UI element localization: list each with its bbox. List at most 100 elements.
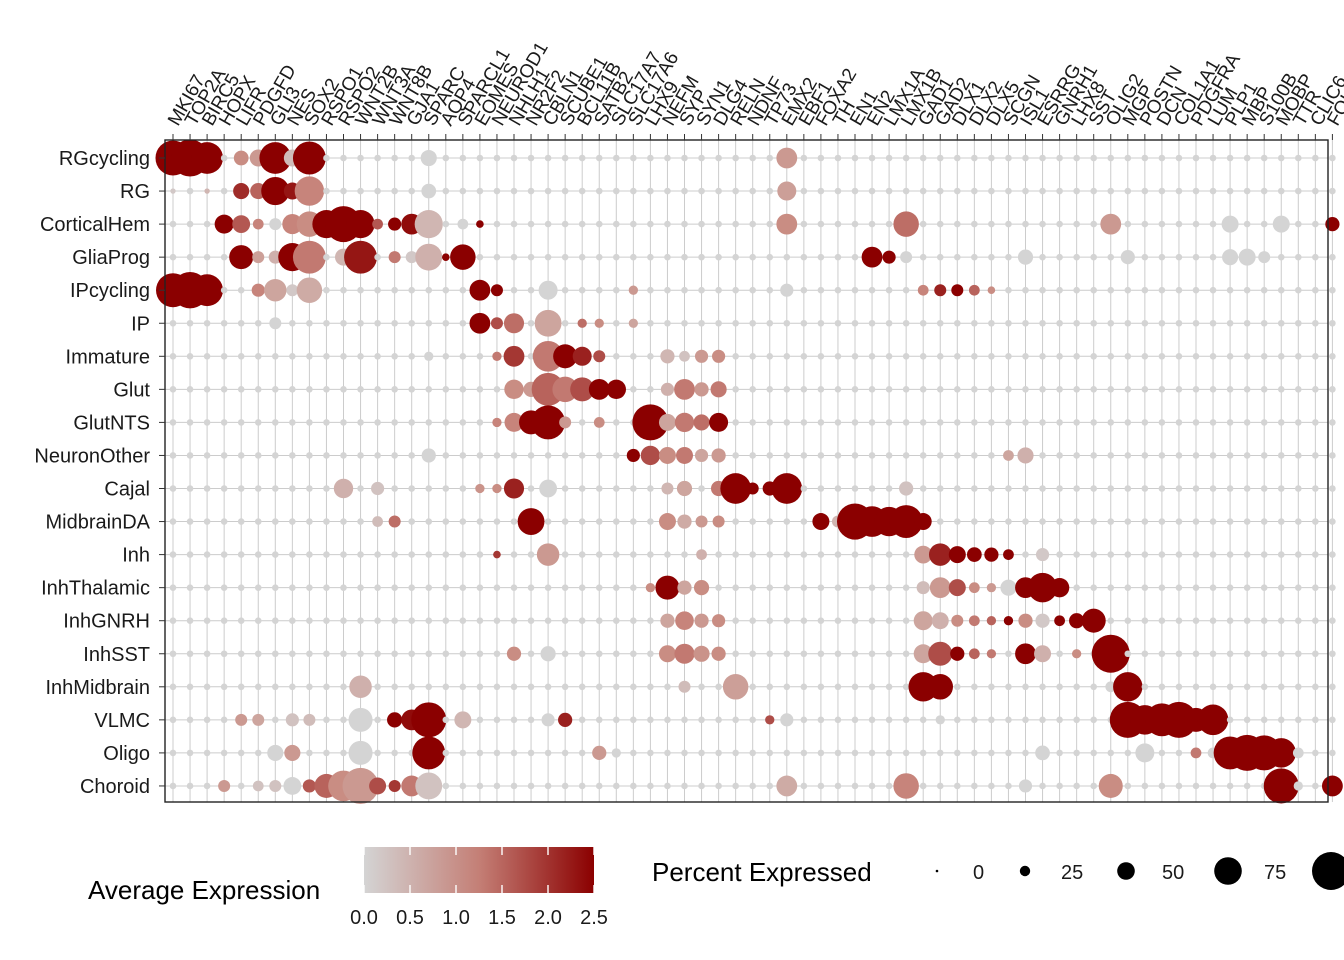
dot-InhMidbrain-SST: [1090, 683, 1097, 691]
dot-Cajal-SLC17A6: [630, 485, 637, 492]
dot-Inh-DLG4: [715, 551, 722, 558]
dot-RG-GLI3: [261, 176, 290, 206]
size-key-label-0: 0: [973, 862, 984, 884]
dot-GliaProg-NR2F2: [527, 253, 535, 261]
dot-InhSST-OLIG2: [1091, 634, 1130, 673]
dot-GlutNTS-BCL11B: [578, 419, 586, 426]
dot-NeuronOther-WNT2B: [357, 452, 364, 459]
dot-Choroid-OLIG2: [1098, 773, 1123, 798]
dot-InhMidbrain-MGP: [1113, 672, 1143, 702]
dot-MidbrainDA-MOBP: [1277, 518, 1285, 525]
dot-MidbrainDA-MKI67: [169, 518, 177, 525]
dot-Cajal-GJA1: [408, 485, 415, 492]
dot-NeuronOther-OLIG2: [1107, 452, 1115, 459]
dot-Cajal-SPARCL1: [459, 485, 467, 492]
dot-Cajal-NHLH1: [503, 478, 525, 499]
dot-RG-HOPX: [220, 187, 228, 195]
dot-IPcycling-NES: [286, 284, 299, 297]
dot-Immature-FOXA2: [817, 353, 825, 360]
dot-Immature-NES: [289, 353, 296, 360]
dot-Oligo-LMX1A: [885, 749, 893, 757]
dot-NeuronOther-RSPO1: [323, 452, 330, 459]
dot-MidbrainDA-GNRH1: [1056, 518, 1063, 525]
dot-CorticalHem-OLIG2: [1100, 213, 1122, 235]
dot-Immature-EBF1: [800, 353, 808, 360]
dot-IPcycling-HOPX: [220, 286, 228, 294]
dot-NeuronOther-LMX1A: [885, 452, 893, 459]
dot-InhMidbrain-PDGFD: [254, 683, 262, 691]
dot-VLMC-CBLN1: [541, 713, 555, 727]
y-label-Choroid: Choroid: [80, 776, 150, 798]
dot-IP-MGP: [1124, 319, 1132, 327]
color-tick-label-0: 0.0: [350, 907, 378, 929]
dot-Choroid-DLG4: [715, 782, 722, 790]
dot-IP-LHX8: [1073, 319, 1080, 327]
dot-RG-NEFM: [664, 187, 671, 195]
dot-InhSST-GAD2: [928, 641, 953, 666]
dot-VLMC-EBF1: [800, 716, 808, 724]
dot-IP-NEFM: [664, 319, 671, 327]
dot-InhGNRH-WNT8B: [391, 617, 398, 624]
dot-Cajal-SATB2: [595, 485, 603, 492]
dot-VLMC-LMX1A: [885, 716, 893, 724]
dot-RGcycling-LHX9: [647, 154, 654, 162]
dot-MidbrainDA-ESRRG: [1039, 518, 1046, 525]
dot-Glut-SATB2: [588, 378, 610, 400]
dot-IP-TOP2A: [186, 319, 194, 327]
dot-Choroid-TP73: [766, 782, 774, 790]
dot-VLMC-DLG4: [715, 716, 722, 724]
dot-IPcycling-SPARCL1: [459, 286, 467, 294]
dot-Oligo-MKI67: [169, 749, 177, 757]
dot-InhSST-NR2F2: [527, 650, 535, 658]
dot-Inh-SOX2: [306, 551, 313, 558]
dot-IP-DLG4: [715, 319, 722, 327]
dot-InhGNRH-S100B: [1260, 617, 1268, 624]
dot-IPcycling-SCGN: [1005, 286, 1012, 294]
dot-GliaProg-SPARC: [415, 243, 443, 271]
color-tick-label-4: 2.0: [534, 907, 562, 929]
dot-IPcycling-ESRRG: [1039, 286, 1046, 294]
dot-CorticalHem-MOBP: [1272, 215, 1290, 233]
dot-IPcycling-ISL1: [1022, 286, 1029, 294]
dot-InhGNRH-MBP: [1243, 617, 1251, 624]
dot-Inh-SYN1: [696, 549, 707, 560]
dot-Cajal-CBLN1: [539, 479, 558, 498]
dot-Cajal-LUM: [1209, 485, 1217, 492]
dot-Inh-PLP1: [1226, 551, 1234, 558]
dot-InhSST-SPARCL1: [459, 650, 467, 658]
dot-InhThalamic-SCUBE1: [561, 584, 569, 591]
dot-Choroid-EN2: [868, 782, 876, 790]
dot-Glut-NEUROD1: [493, 386, 501, 393]
dot-Cajal-NEUROD1: [492, 483, 502, 494]
dot-Oligo-SLC17A6: [630, 749, 637, 757]
dot-InhGNRH-POSTN: [1141, 617, 1149, 624]
dot-InhMidbrain-EN1: [851, 683, 859, 691]
dot-IP-EN2: [868, 319, 876, 327]
dot-Glut-FOLR1: [1329, 386, 1336, 393]
dot-Immature-S100B: [1260, 353, 1268, 360]
dot-InhSST-TP73: [766, 650, 774, 658]
dot-IP-SOX2: [306, 319, 313, 327]
dot-Glut-CLIC6: [1312, 386, 1319, 393]
dot-MidbrainDA-SCGN: [1005, 518, 1012, 525]
dot-InhGNRH-MOBP: [1277, 617, 1285, 624]
dot-GliaProg-LMX1A: [882, 250, 896, 264]
dot-VLMC-GNRH1: [1056, 716, 1063, 724]
dot-GlutNTS-HOPX: [220, 419, 228, 426]
size-legend-items: 0 25 50 75: [935, 852, 1344, 890]
dot-Cajal-HOPX: [220, 485, 228, 492]
dot-Inh-NDNF: [749, 551, 756, 558]
color-tick-label-3: 1.5: [488, 907, 516, 929]
dot-Glut-LUM: [1209, 386, 1217, 393]
size-key-dot-100: [1312, 852, 1344, 890]
dot-RGcycling-DCN: [1158, 154, 1166, 162]
dot-InhSST-LHX8: [1071, 649, 1082, 659]
dot-InhSST-WNT2B: [357, 650, 364, 658]
dot-NeuronOther-EN2: [868, 452, 876, 459]
y-label-MidbrainDA: MidbrainDA: [46, 512, 151, 534]
dot-Inh-FOXA2: [817, 551, 825, 558]
dot-VLMC-SYP: [681, 716, 688, 724]
dot-InhGNRH-LHX8: [1069, 613, 1085, 629]
dot-Cajal-SYP: [676, 480, 693, 497]
dot-Glut-PLP1: [1226, 386, 1234, 393]
